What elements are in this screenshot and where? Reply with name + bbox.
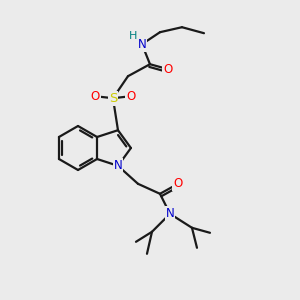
Text: S: S <box>109 92 117 105</box>
Text: N: N <box>138 38 146 51</box>
Text: N: N <box>114 159 122 172</box>
Text: H: H <box>129 31 137 41</box>
Text: O: O <box>90 90 100 103</box>
Text: O: O <box>164 63 172 76</box>
Text: O: O <box>126 90 136 103</box>
Text: O: O <box>173 177 183 190</box>
Text: N: N <box>166 207 174 220</box>
